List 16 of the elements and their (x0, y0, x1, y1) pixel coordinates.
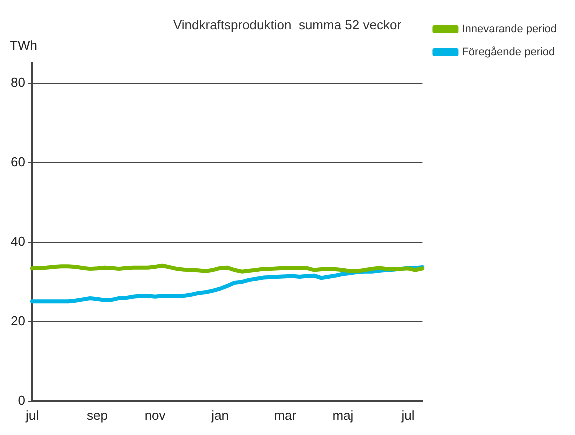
chart-title: Vindkraftsproduktion summa 52 veckor (173, 17, 402, 32)
legend-label: Innevarande period (462, 24, 557, 36)
x-tick-label: jul (400, 408, 415, 423)
y-tick-label: 80 (10, 75, 26, 90)
y-axis-title: TWh (10, 38, 38, 53)
x-tick-label: jan (210, 408, 230, 423)
x-tick-label: jul (24, 408, 40, 423)
x-tick-label: maj (332, 408, 354, 423)
y-tick-label: 40 (10, 234, 26, 250)
x-tick-label: mar (274, 408, 298, 423)
x-tick-label: nov (144, 408, 166, 423)
y-tick-label: 20 (10, 313, 26, 328)
y-tick-label: 60 (10, 154, 26, 170)
y-tick-label: 0 (18, 392, 26, 408)
legend-label: Föregående period (462, 46, 556, 59)
x-tick-label: sep (87, 408, 108, 423)
